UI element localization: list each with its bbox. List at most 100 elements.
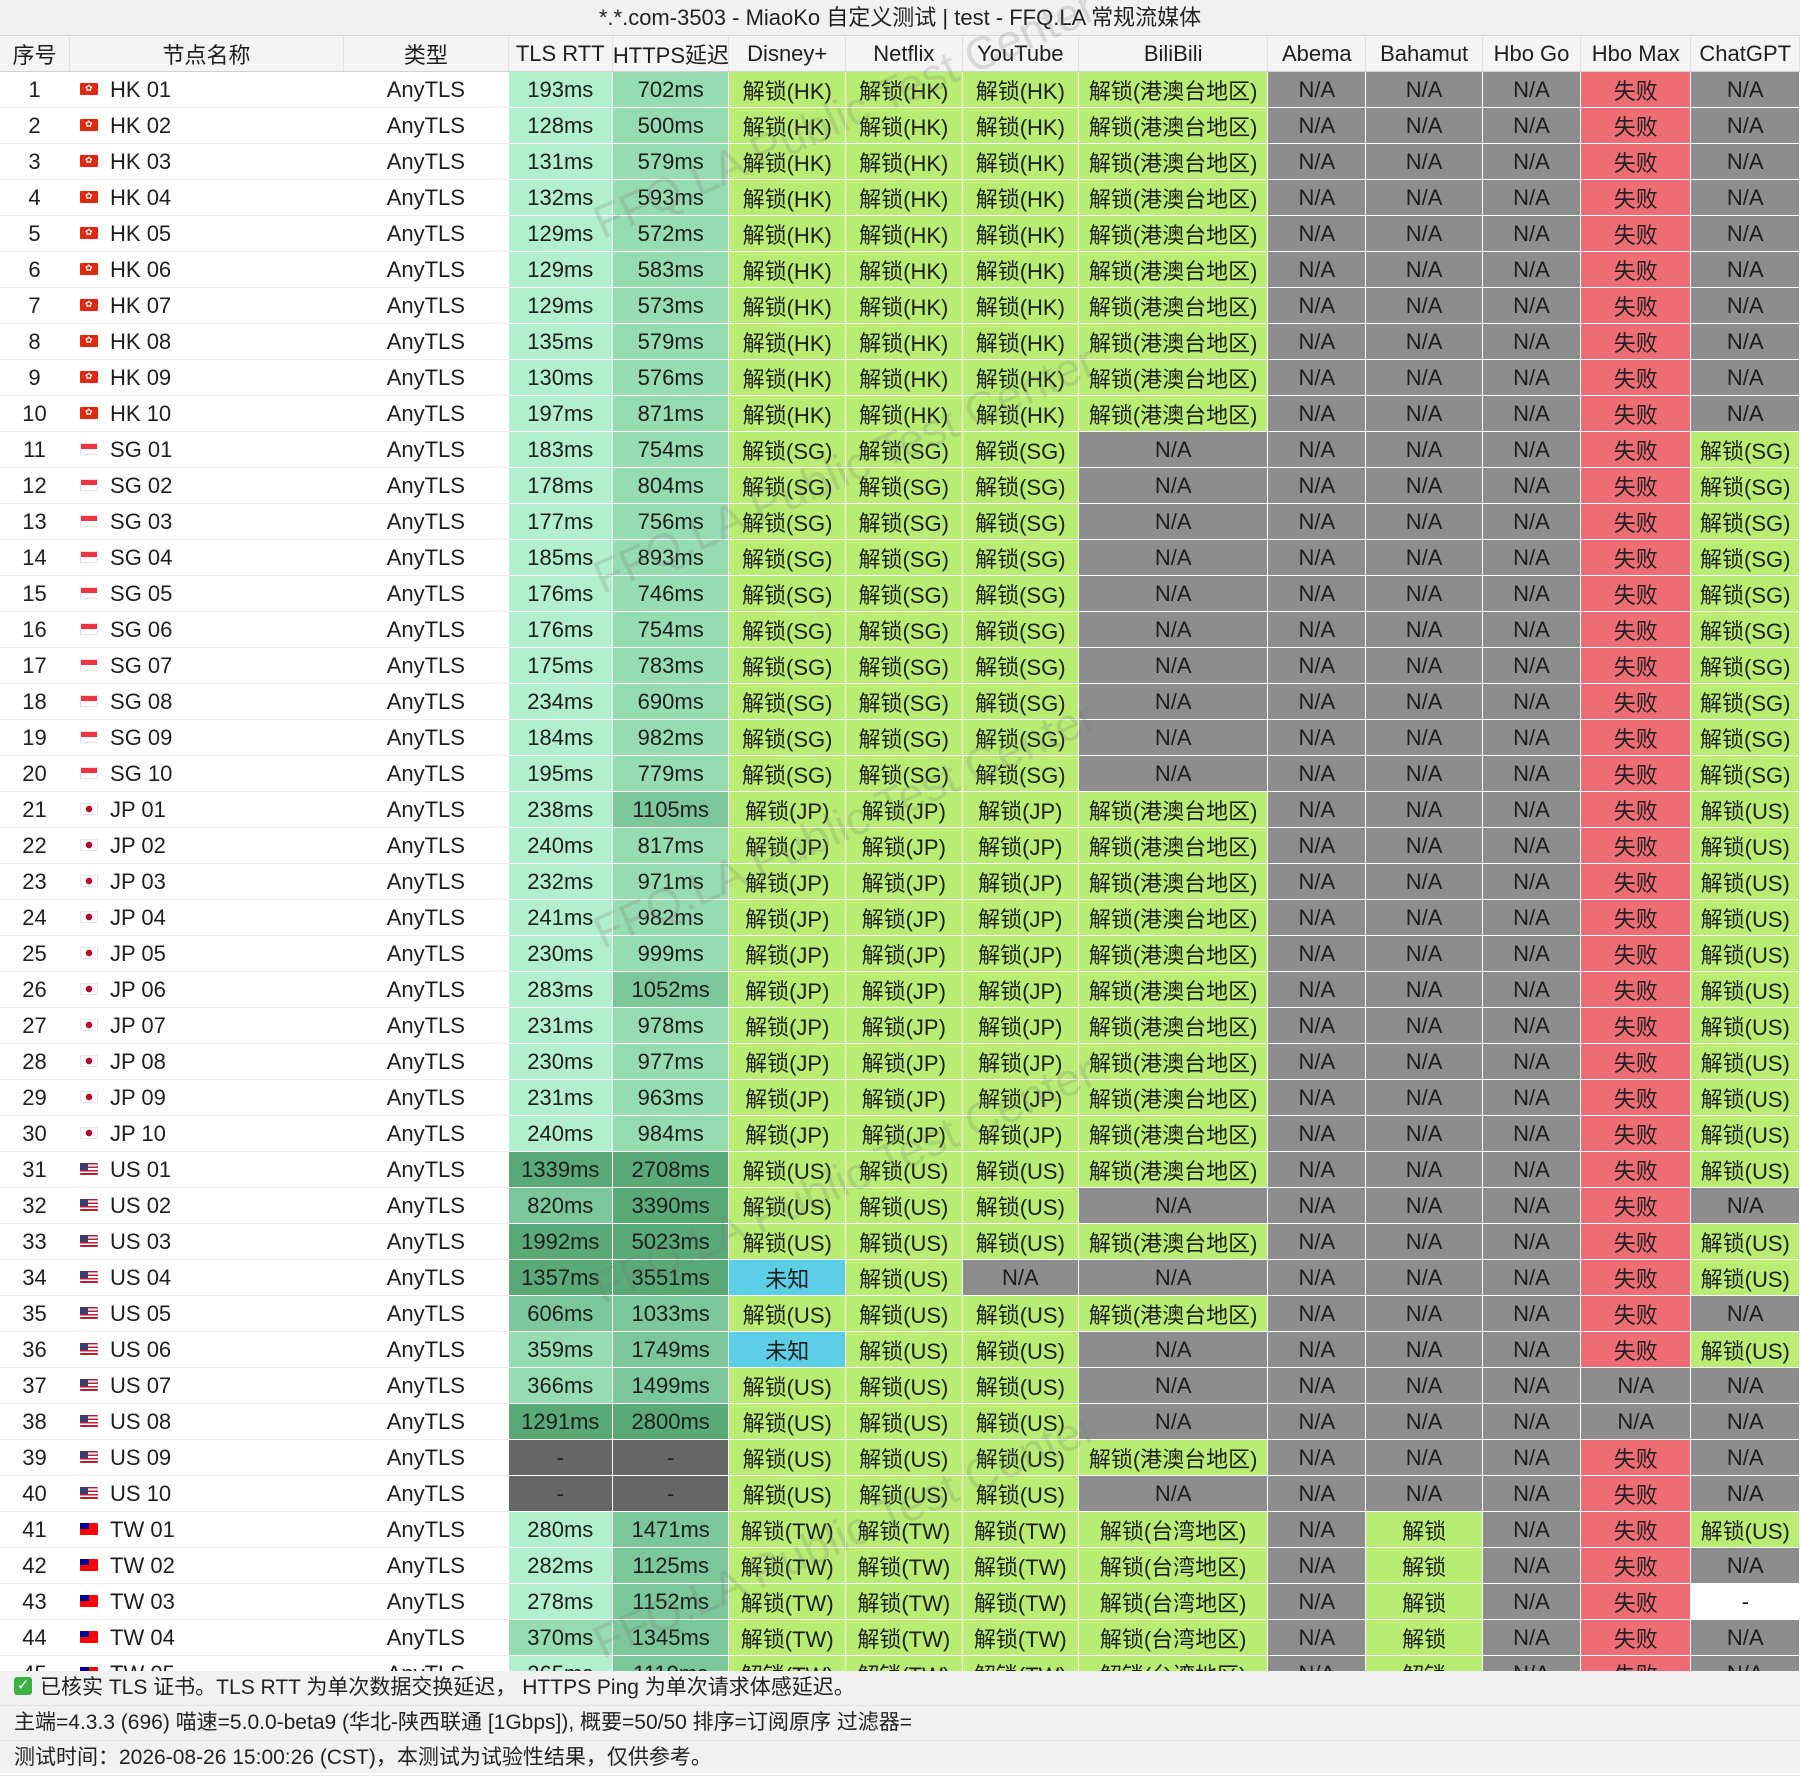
flag-us-icon [80, 1450, 99, 1463]
cell-disney: 解锁(SG) [728, 467, 846, 504]
cell-type: AnyTLS [343, 971, 509, 1008]
table-row[interactable]: 43 TW 03 AnyTLS 278ms 1152ms 解锁(TW) 解锁(TW) 解锁(T… [0, 1583, 1800, 1620]
table-row[interactable]: 21 JP 01 AnyTLS 238ms 1105ms 解锁(JP) 解锁(JP) 解锁(J… [0, 791, 1800, 828]
table-row[interactable]: 33 US 03 AnyTLS 1992ms 5023ms 解锁(US) 解锁(US) 解锁(… [0, 1223, 1800, 1260]
table-row[interactable]: 31 US 01 AnyTLS 1339ms 2708ms 解锁(US) 解锁(US) 解锁(… [0, 1151, 1800, 1188]
cell-hbo-max: 失败 [1580, 899, 1692, 936]
flag-us-icon [80, 1306, 99, 1319]
cell-tls-rtt: 283ms [508, 971, 613, 1008]
cell-hbo-go: N/A [1482, 1583, 1582, 1620]
table-row[interactable]: 24 JP 04 AnyTLS 241ms 982ms 解锁(JP) 解锁(JP) 解锁(JP… [0, 899, 1800, 936]
header-col-hbo-max[interactable]: Hbo Max [1580, 36, 1692, 72]
cell-abema: N/A [1267, 179, 1367, 216]
table-row[interactable]: 25 JP 05 AnyTLS 230ms 999ms 解锁(JP) 解锁(JP) 解锁(JP… [0, 935, 1800, 972]
flag-sg-icon [80, 586, 99, 599]
flag-sg-icon [80, 622, 99, 635]
table-row[interactable]: 18 SG 08 AnyTLS 234ms 690ms 解锁(SG) 解锁(SG) 解锁(SG… [0, 683, 1800, 720]
table-row[interactable]: 27 JP 07 AnyTLS 231ms 978ms 解锁(JP) 解锁(JP) 解锁(JP… [0, 1007, 1800, 1044]
cell-index: 8 [0, 323, 71, 360]
cell-https-latency: 978ms [612, 1007, 730, 1044]
table-row[interactable]: 39 US 09 AnyTLS - - 解锁(US) 解锁(US) 解锁(US) 解锁(港澳台地… [0, 1439, 1800, 1476]
cell-netflix: 解锁(US) [845, 1331, 963, 1368]
header-col-disney[interactable]: Disney+ [728, 36, 846, 72]
table-row[interactable]: 36 US 06 AnyTLS 359ms 1749ms 未知 解锁(US) 解锁(US) N/… [0, 1331, 1800, 1368]
table-row[interactable]: 34 US 04 AnyTLS 1357ms 3551ms 未知 解锁(US) N/A N/A N… [0, 1259, 1800, 1296]
table-row[interactable]: 2HK 02AnyTLS128ms500ms解锁(HK)解锁(HK)解锁(HK)… [0, 107, 1800, 144]
cell-youtube: 解锁(SG) [962, 755, 1080, 792]
cell-chatgpt: 解锁(US) [1690, 899, 1800, 936]
header-col-bahamut[interactable]: Bahamut [1365, 36, 1483, 72]
header-col-abema[interactable]: Abema [1267, 36, 1367, 72]
cell-netflix: 解锁(TW) [845, 1547, 963, 1584]
cell-hbo-go: N/A [1482, 1403, 1582, 1440]
table-row[interactable]: 15 SG 05 AnyTLS 176ms 746ms 解锁(SG) 解锁(SG) 解锁(SG… [0, 575, 1800, 612]
table-row[interactable]: 35 US 05 AnyTLS 606ms 1033ms 解锁(US) 解锁(US) 解锁(U… [0, 1295, 1800, 1332]
cell-index: 6 [0, 251, 71, 288]
flag-sg-icon [80, 694, 99, 707]
cell-hbo-go: N/A [1482, 1151, 1582, 1188]
table-row[interactable]: 1HK 01AnyTLS193ms702ms解锁(HK)解锁(HK)解锁(HK)… [0, 71, 1800, 108]
table-row[interactable]: 42 TW 02 AnyTLS 282ms 1125ms 解锁(TW) 解锁(TW) 解锁(T… [0, 1547, 1800, 1584]
table-row[interactable]: 12 SG 02 AnyTLS 178ms 804ms 解锁(SG) 解锁(SG) 解锁(SG… [0, 467, 1800, 504]
header-col-https-latency[interactable]: HTTPS延迟 [612, 36, 730, 72]
cell-chatgpt: N/A [1690, 107, 1800, 144]
table-row[interactable]: 4HK 04AnyTLS132ms593ms解锁(HK)解锁(HK)解锁(HK)… [0, 179, 1800, 216]
table-row[interactable]: 6HK 06AnyTLS129ms583ms解锁(HK)解锁(HK)解锁(HK)… [0, 251, 1800, 288]
table-row[interactable]: 10HK 10AnyTLS197ms871ms解锁(HK)解锁(HK)解锁(HK… [0, 395, 1800, 432]
cell-netflix: 解锁(SG) [845, 719, 963, 756]
table-row[interactable]: 3HK 03AnyTLS131ms579ms解锁(HK)解锁(HK)解锁(HK)… [0, 143, 1800, 180]
table-row[interactable]: 16 SG 06 AnyTLS 176ms 754ms 解锁(SG) 解锁(SG) 解锁(SG… [0, 611, 1800, 648]
cell-index: 31 [0, 1151, 71, 1188]
table-row[interactable]: 40 US 10 AnyTLS - - 解锁(US) 解锁(US) 解锁(US) N/A N/A N… [0, 1475, 1800, 1512]
table-row[interactable]: 13 SG 03 AnyTLS 177ms 756ms 解锁(SG) 解锁(SG) 解锁(SG… [0, 503, 1800, 540]
header-col-hbo-go[interactable]: Hbo Go [1482, 36, 1582, 72]
table-row[interactable]: 17 SG 07 AnyTLS 175ms 783ms 解锁(SG) 解锁(SG) 解锁(SG… [0, 647, 1800, 684]
cell-chatgpt: 解锁(SG) [1690, 503, 1800, 540]
flag-tw-icon [80, 1594, 99, 1607]
table-row[interactable]: 22 JP 02 AnyTLS 240ms 817ms 解锁(JP) 解锁(JP) 解锁(JP… [0, 827, 1800, 864]
table-row[interactable]: 23 JP 03 AnyTLS 232ms 971ms 解锁(JP) 解锁(JP) 解锁(JP… [0, 863, 1800, 900]
node-name-text: TW 01 [110, 1516, 175, 1542]
cell-index: 16 [0, 611, 71, 648]
cell-type: AnyTLS [343, 1619, 509, 1656]
header-col-netflix[interactable]: Netflix [845, 36, 963, 72]
cell-hbo-max: 失败 [1580, 719, 1692, 756]
cell-https-latency: 779ms [612, 755, 730, 792]
header-col-tls-rtt[interactable]: TLS RTT [508, 36, 613, 72]
header-col-bilibili[interactable]: BiliBili [1078, 36, 1269, 72]
table-row[interactable]: 44 TW 04 AnyTLS 370ms 1345ms 解锁(TW) 解锁(TW) 解锁(T… [0, 1619, 1800, 1656]
cell-hbo-max: 失败 [1580, 1151, 1692, 1188]
table-row[interactable]: 5HK 05AnyTLS129ms572ms解锁(HK)解锁(HK)解锁(HK)… [0, 215, 1800, 252]
cell-tls-rtt: 366ms [508, 1367, 613, 1404]
table-row[interactable]: 8HK 08AnyTLS135ms579ms解锁(HK)解锁(HK)解锁(HK)… [0, 323, 1800, 360]
cell-abema: N/A [1267, 395, 1367, 432]
table-row[interactable]: 20 SG 10 AnyTLS 195ms 779ms 解锁(SG) 解锁(SG) 解锁(SG… [0, 755, 1800, 792]
header-col-type[interactable]: 类型 [343, 36, 509, 72]
table-row[interactable]: 32 US 02 AnyTLS 820ms 3390ms 解锁(US) 解锁(US) 解锁(U… [0, 1187, 1800, 1224]
cell-node-name: SG 09 [69, 719, 345, 756]
table-row[interactable]: 41 TW 01 AnyTLS 280ms 1471ms 解锁(TW) 解锁(TW) 解锁(T… [0, 1511, 1800, 1548]
table-row[interactable]: 28 JP 08 AnyTLS 230ms 977ms 解锁(JP) 解锁(JP) 解锁(JP… [0, 1043, 1800, 1080]
table-row[interactable]: 38 US 08 AnyTLS 1291ms 2800ms 解锁(US) 解锁(US) 解锁(… [0, 1403, 1800, 1440]
table-row[interactable]: 30 JP 10 AnyTLS 240ms 984ms 解锁(JP) 解锁(JP) 解锁(JP… [0, 1115, 1800, 1152]
header-col-chatgpt[interactable]: ChatGPT [1690, 36, 1800, 72]
cell-bahamut: N/A [1365, 1043, 1483, 1080]
header-col-youtube[interactable]: YouTube [962, 36, 1080, 72]
table-row[interactable]: 26 JP 06 AnyTLS 283ms 1052ms 解锁(JP) 解锁(JP) 解锁(J… [0, 971, 1800, 1008]
table-row[interactable]: 14 SG 04 AnyTLS 185ms 893ms 解锁(SG) 解锁(SG) 解锁(SG… [0, 539, 1800, 576]
table-row[interactable]: 29 JP 09 AnyTLS 231ms 963ms 解锁(JP) 解锁(JP) 解锁(JP… [0, 1079, 1800, 1116]
flag-hk-icon [80, 334, 99, 347]
header-col-node-name[interactable]: 节点名称 [69, 36, 345, 72]
table-row[interactable]: 11 SG 01 AnyTLS 183ms 754ms 解锁(SG) 解锁(SG) 解锁(SG… [0, 431, 1800, 468]
table-row[interactable]: 37 US 07 AnyTLS 366ms 1499ms 解锁(US) 解锁(US) 解锁(U… [0, 1367, 1800, 1404]
cell-type: AnyTLS [343, 503, 509, 540]
header-col-index[interactable]: 序号 [0, 36, 71, 72]
cell-bahamut: N/A [1365, 71, 1483, 108]
cell-bilibili: 解锁(港澳台地区) [1078, 1079, 1269, 1116]
table-row[interactable]: 19 SG 09 AnyTLS 184ms 982ms 解锁(SG) 解锁(SG) 解锁(SG… [0, 719, 1800, 756]
cell-abema: N/A [1267, 971, 1367, 1008]
table-row[interactable]: 7HK 07AnyTLS129ms573ms解锁(HK)解锁(HK)解锁(HK)… [0, 287, 1800, 324]
table-row[interactable]: 9HK 09AnyTLS130ms576ms解锁(HK)解锁(HK)解锁(HK)… [0, 359, 1800, 396]
cell-node-name: TW 03 [69, 1583, 345, 1620]
cell-node-name: TW 04 [69, 1619, 345, 1656]
